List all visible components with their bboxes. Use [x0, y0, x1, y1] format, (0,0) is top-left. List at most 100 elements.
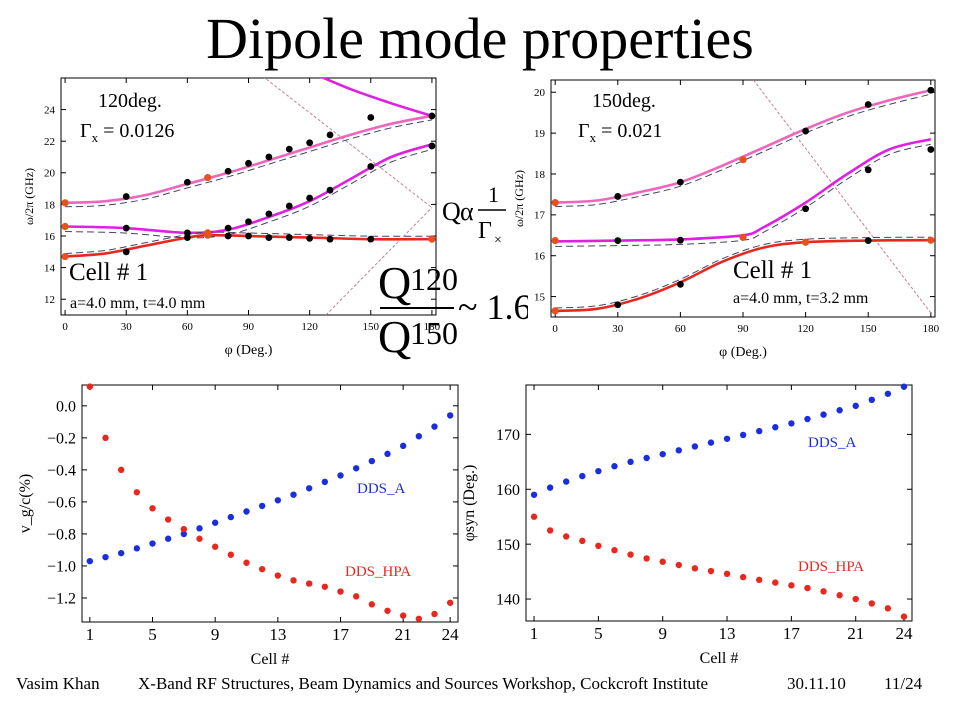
chart2-xtick-label: 0 — [552, 323, 558, 335]
chart2-point-black — [864, 237, 872, 244]
chart4-point-dds-hpa — [707, 567, 715, 575]
chart3-point-dds-hpa — [337, 588, 344, 595]
chart4-point-dds-a — [691, 443, 699, 450]
chart2-geometry-label: a=4.0 mm, t=3.2 mm — [733, 290, 869, 307]
chart3-point-dds-hpa — [227, 551, 235, 558]
chart3-point-dds-a — [352, 465, 360, 472]
chart4-xtick-label: 21 — [847, 624, 864, 643]
chart1-point-black — [367, 235, 375, 243]
chart4-point-dds-hpa — [723, 570, 731, 577]
chart1-xtick-label: 180 — [424, 321, 441, 333]
chart1-point-black — [326, 131, 334, 139]
chart1-ytick-label: 22 — [44, 136, 55, 148]
chart1-xlabel: φ (Deg.) — [225, 343, 273, 358]
chart4-point-dds-hpa — [675, 561, 682, 569]
chart3-point-dds-hpa — [305, 580, 313, 587]
chart2-point-black — [802, 127, 810, 135]
chart2-point-black — [614, 193, 622, 200]
chart4-point-dds-hpa — [563, 533, 570, 540]
chart1-point-black — [122, 224, 130, 232]
chart1-point-black — [183, 178, 191, 186]
chart3-point-dds-a — [431, 423, 438, 430]
chart4-ylabel: φsyn (Deg.) — [461, 465, 478, 542]
chart1-gamma-value: = 0.0126 — [103, 120, 175, 142]
chart3-point-dds-a — [321, 478, 329, 486]
chart4-point-dds-a — [530, 491, 538, 498]
formula-alpha: α — [460, 197, 474, 226]
chart4-point-dds-hpa — [804, 584, 811, 592]
chart4-xtick-label: 1 — [530, 624, 539, 643]
chart1-ytick-label: 24 — [44, 104, 56, 116]
chart3-xtick-label: 24 — [442, 625, 460, 644]
chart3-point-dds-hpa — [368, 601, 376, 608]
chart4-point-dds-hpa — [643, 555, 650, 562]
chart4-point-dds-a — [739, 431, 747, 439]
chart1-point-black — [306, 234, 314, 242]
chart4-series-label-dds-a: DDS_A — [808, 435, 857, 451]
chart1-point-black — [245, 159, 252, 167]
chart1-point-orange — [428, 235, 436, 243]
chart3-point-dds-hpa — [211, 543, 219, 550]
chart1-point-orange — [61, 222, 69, 231]
chart3-point-dds-hpa — [102, 434, 109, 442]
chart1-point-black — [224, 167, 232, 175]
chart1-gamma-symbol: Γ — [80, 120, 92, 142]
footer-page: 11/24 — [884, 674, 923, 693]
chart1-xtick-label: 90 — [243, 321, 255, 333]
chart4-point-dds-a — [563, 478, 570, 485]
chart1-xtick-label: 150 — [363, 321, 380, 333]
chart3-point-dds-a — [133, 545, 141, 552]
chart1-ytick-label: 14 — [44, 262, 56, 274]
chart1-point-black — [326, 186, 334, 194]
chart3-point-dds-a — [149, 540, 156, 547]
chart3-series-label-dds-hpa: DDS_HPA — [345, 564, 411, 580]
chart3-ytick-label: −1.0 — [47, 559, 76, 576]
chart1-ytick-label: 12 — [44, 294, 55, 306]
chart2-point-orange — [551, 198, 559, 207]
chart3-point-dds-a — [117, 549, 125, 557]
chart2-xtick-label: 150 — [860, 323, 877, 335]
q-ratio-formula: Q α 1 Γ × Q 120 Q 150 ~ 1.6 — [378, 182, 528, 362]
chart1-xtick-label: 30 — [121, 321, 133, 333]
chart3-ytick-label: −0.4 — [47, 462, 76, 479]
chart3-point-dds-a — [211, 519, 219, 526]
chart3-point-dds-a — [384, 450, 391, 458]
chart4-point-dds-hpa — [659, 558, 666, 565]
chart4-point-dds-hpa — [627, 551, 634, 558]
chart4-point-dds-a — [900, 383, 908, 390]
chart2-angle-label: 150deg. — [592, 90, 656, 112]
chart3-point-dds-a — [164, 535, 172, 542]
chart3-point-dds-a — [258, 502, 266, 510]
chart3-point-dds-hpa — [446, 599, 454, 606]
formula-approx: ~ 1.6 — [458, 287, 528, 327]
chart2-xlabel: φ (Deg.) — [719, 345, 767, 360]
formula-q: Q — [442, 197, 461, 226]
chart4-point-dds-hpa — [739, 573, 747, 581]
chart1-point-black — [285, 145, 293, 153]
chart4-point-dds-a — [884, 390, 892, 397]
footer-author: Vasim Khan — [16, 674, 100, 693]
slide-title: Dipole mode properties — [206, 6, 754, 71]
chart1-xtick-label: 0 — [62, 321, 68, 333]
chart3-xlabel: Cell # — [251, 651, 290, 668]
chart1-point-black — [245, 232, 252, 240]
chart4-point-dds-hpa — [836, 592, 843, 599]
chart2-point-black — [927, 146, 935, 153]
chart1-point-black — [285, 202, 293, 210]
chart4-point-dds-a — [627, 458, 634, 466]
chart4-point-dds-hpa — [900, 613, 908, 620]
chart1-geometry-label: a=4.0 mm, t=4.0 mm — [70, 295, 206, 312]
chart2-point-black — [676, 280, 684, 288]
chart1-gamma-label: Γx = 0.0126 — [80, 120, 174, 146]
chart2-cell-label: Cell # 1 — [733, 257, 813, 284]
chart3-frame — [81, 384, 459, 623]
chart4-ytick-label: 140 — [496, 592, 520, 609]
chart1-ytick-label: 16 — [44, 231, 56, 243]
chart1-point-black — [183, 229, 191, 237]
chart3-point-dds-hpa — [180, 525, 188, 533]
chart3-point-dds-a — [86, 557, 94, 565]
chart4-point-dds-hpa — [884, 605, 892, 612]
chart3-point-dds-hpa — [399, 612, 407, 619]
chart2-ytick-label: 19 — [534, 128, 546, 140]
chart3-point-dds-hpa — [258, 565, 266, 573]
